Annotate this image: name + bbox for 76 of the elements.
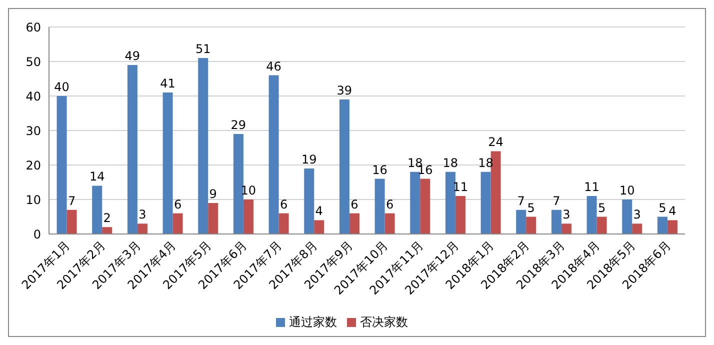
data-label: 7 bbox=[517, 194, 525, 208]
bar bbox=[198, 58, 208, 234]
legend-label: 否决家数 bbox=[360, 315, 408, 329]
data-label: 5 bbox=[527, 200, 535, 215]
legend-label: 通过家数 bbox=[289, 315, 337, 329]
bar bbox=[339, 99, 350, 234]
data-label: 7 bbox=[68, 194, 76, 208]
bar bbox=[480, 172, 491, 234]
bar bbox=[56, 96, 67, 234]
data-label: 11 bbox=[584, 180, 600, 194]
bar bbox=[657, 216, 668, 234]
data-label: 3 bbox=[562, 208, 570, 222]
bar bbox=[208, 202, 218, 234]
bar bbox=[596, 216, 607, 234]
bar bbox=[667, 220, 678, 234]
y-tick-label: 30 bbox=[26, 124, 41, 138]
bar bbox=[410, 172, 420, 234]
y-tick-label: 40 bbox=[26, 89, 41, 104]
data-label: 2 bbox=[103, 211, 111, 226]
data-label: 10 bbox=[619, 184, 635, 198]
data-label: 5 bbox=[658, 200, 666, 215]
y-tick-label: 60 bbox=[26, 20, 41, 34]
data-label: 51 bbox=[195, 42, 211, 56]
data-label: 3 bbox=[633, 208, 641, 222]
bar bbox=[102, 227, 112, 234]
bar bbox=[420, 178, 430, 234]
data-label: 46 bbox=[266, 59, 282, 74]
data-label: 14 bbox=[89, 170, 105, 184]
data-label: 9 bbox=[209, 186, 217, 201]
data-label: 6 bbox=[174, 197, 182, 212]
data-label: 4 bbox=[315, 204, 323, 218]
bar bbox=[526, 216, 536, 234]
data-label: 19 bbox=[301, 152, 317, 166]
data-label: 6 bbox=[386, 197, 394, 212]
bar bbox=[66, 210, 77, 234]
bar bbox=[278, 213, 289, 234]
bar bbox=[586, 196, 597, 234]
data-label: 24 bbox=[488, 135, 504, 150]
bar bbox=[516, 210, 526, 234]
bar bbox=[455, 196, 466, 234]
bar bbox=[92, 186, 102, 234]
bar bbox=[622, 200, 632, 234]
y-tick-label: 10 bbox=[26, 192, 41, 207]
bar bbox=[127, 64, 138, 234]
bar bbox=[374, 178, 385, 234]
bar bbox=[314, 220, 324, 234]
data-label: 39 bbox=[336, 83, 352, 98]
bar bbox=[445, 172, 456, 234]
data-label: 4 bbox=[668, 204, 676, 218]
data-label: 5 bbox=[598, 200, 606, 215]
data-label: 40 bbox=[54, 80, 70, 94]
bar bbox=[268, 75, 279, 234]
data-label: 49 bbox=[124, 48, 140, 63]
bar bbox=[243, 200, 254, 234]
data-label: 16 bbox=[372, 162, 388, 177]
bar bbox=[137, 224, 148, 234]
bar bbox=[632, 224, 642, 234]
y-tick-label: 0 bbox=[33, 227, 41, 242]
data-label: 18 bbox=[442, 156, 458, 170]
data-label: 7 bbox=[552, 194, 560, 208]
bar bbox=[561, 224, 572, 234]
bar bbox=[233, 134, 244, 234]
bar bbox=[490, 151, 501, 234]
bar bbox=[162, 92, 173, 234]
bar bbox=[384, 213, 395, 234]
data-label: 6 bbox=[350, 197, 358, 212]
data-label: 3 bbox=[138, 208, 146, 222]
bar bbox=[551, 210, 562, 234]
y-tick-label: 20 bbox=[26, 158, 41, 172]
bar bbox=[304, 168, 314, 234]
bar bbox=[172, 213, 183, 234]
bar bbox=[349, 213, 360, 234]
data-label: 41 bbox=[160, 76, 176, 91]
y-tick-label: 50 bbox=[26, 54, 41, 69]
data-label: 29 bbox=[230, 118, 246, 132]
data-label: 6 bbox=[280, 197, 288, 212]
